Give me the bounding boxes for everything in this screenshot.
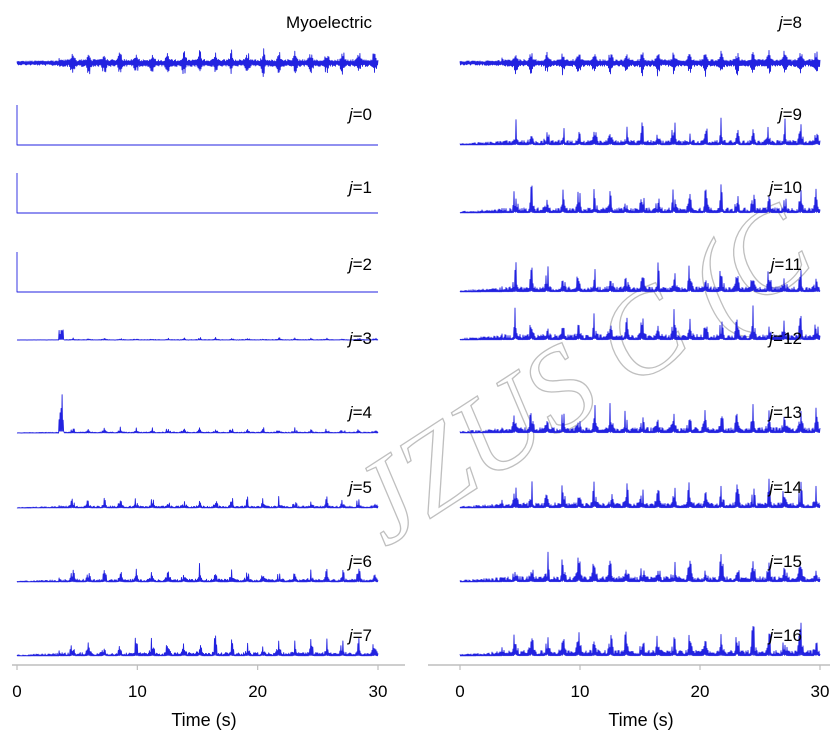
trace-line xyxy=(16,48,379,77)
trace-line xyxy=(459,117,821,146)
trace-label-val: =4 xyxy=(353,403,372,422)
trace-label-val: =15 xyxy=(773,552,802,571)
trace-label-var: j xyxy=(767,478,774,497)
x-tick-label: 10 xyxy=(128,682,147,701)
trace-label: j=12 xyxy=(767,329,802,348)
trace-label-val: =7 xyxy=(353,626,372,645)
trace-label-val: =10 xyxy=(773,178,802,197)
trace-label-var: j xyxy=(767,626,774,645)
trace-line xyxy=(16,635,379,657)
watermark-text: JZUS C (C xyxy=(328,177,832,570)
trace-label: Myoelectric xyxy=(286,13,372,32)
trace-label-val: =11 xyxy=(774,255,802,274)
trace-label: j=0 xyxy=(347,105,372,124)
trace-label-var: j xyxy=(347,329,354,348)
trace-label-val: =16 xyxy=(773,626,802,645)
trace-label-val: =5 xyxy=(353,478,372,497)
x-tick-label: 30 xyxy=(369,682,388,701)
trace-label: j=8 xyxy=(777,13,802,32)
trace-label-var: j xyxy=(767,552,774,571)
trace-label: j=15 xyxy=(767,552,802,571)
trace-label: j=10 xyxy=(767,178,802,197)
trace-line xyxy=(16,394,379,434)
trace-label-var: j xyxy=(347,626,354,645)
trace-label-var: j xyxy=(347,178,354,197)
x-tick-label: 30 xyxy=(811,682,830,701)
trace-label: j=4 xyxy=(347,403,372,422)
trace-line xyxy=(459,478,821,509)
trace-label: j=5 xyxy=(347,478,372,497)
trace-label-val: =1 xyxy=(353,178,372,197)
trace-line xyxy=(16,173,378,214)
trace-line xyxy=(459,622,821,657)
trace-label-var: j xyxy=(347,478,354,497)
trace-label: j=1 xyxy=(347,178,372,197)
trace-label-var: j xyxy=(347,552,354,571)
trace-line xyxy=(16,329,379,341)
trace-line xyxy=(16,105,378,146)
trace-label: j=9 xyxy=(777,105,802,124)
trace-label: j=3 xyxy=(347,329,372,348)
trace-label-var: j xyxy=(347,105,354,124)
trace-label-var: j xyxy=(769,255,776,274)
trace-label-val: =6 xyxy=(353,552,372,571)
trace-label-val: =14 xyxy=(773,478,802,497)
trace-label-var: j xyxy=(767,178,774,197)
x-tick-label: 0 xyxy=(455,682,464,701)
trace-label-val: =3 xyxy=(353,329,372,348)
x-tick-label: 10 xyxy=(571,682,590,701)
trace-label-var: j xyxy=(347,255,354,274)
x-tick-label: 20 xyxy=(248,682,267,701)
x-axis-title: Time (s) xyxy=(608,710,673,730)
trace-label: j=6 xyxy=(347,552,372,571)
trace-label-val: =12 xyxy=(773,329,802,348)
trace-line xyxy=(16,562,379,583)
x-tick-label: 20 xyxy=(691,682,710,701)
trace-label-var: j xyxy=(767,403,774,422)
trace-line xyxy=(459,402,821,434)
trace-label-var: j xyxy=(777,13,784,32)
trace-label: j=2 xyxy=(347,255,372,274)
trace-label: j=7 xyxy=(347,626,372,645)
trace-label-val: =8 xyxy=(783,13,802,32)
trace-label: j=13 xyxy=(767,403,802,422)
trace-line xyxy=(16,496,379,509)
trace-label-var: j xyxy=(777,105,784,124)
x-axis-title: Time (s) xyxy=(171,710,236,730)
x-tick-label: 0 xyxy=(12,682,21,701)
trace-label-val: =13 xyxy=(773,403,802,422)
trace-line xyxy=(459,551,821,583)
trace-line xyxy=(459,184,821,214)
trace-label-val: =0 xyxy=(353,105,372,124)
trace-label-val: =2 xyxy=(353,255,372,274)
panel-right: j=8j=9j=10j=11j=12j=13j=14j=15j=160 10 20 3… xyxy=(428,13,830,730)
trace-line xyxy=(459,305,821,341)
trace-label-val: =9 xyxy=(783,105,802,124)
trace-line xyxy=(459,50,821,77)
trace-label: j=14 xyxy=(767,478,802,497)
trace-label: j=11 xyxy=(769,255,802,274)
trace-label-var: j xyxy=(347,403,354,422)
trace-label-var: j xyxy=(767,329,774,348)
trace-label: j=16 xyxy=(767,626,802,645)
trace-line xyxy=(16,252,378,293)
trace-line xyxy=(459,262,821,293)
